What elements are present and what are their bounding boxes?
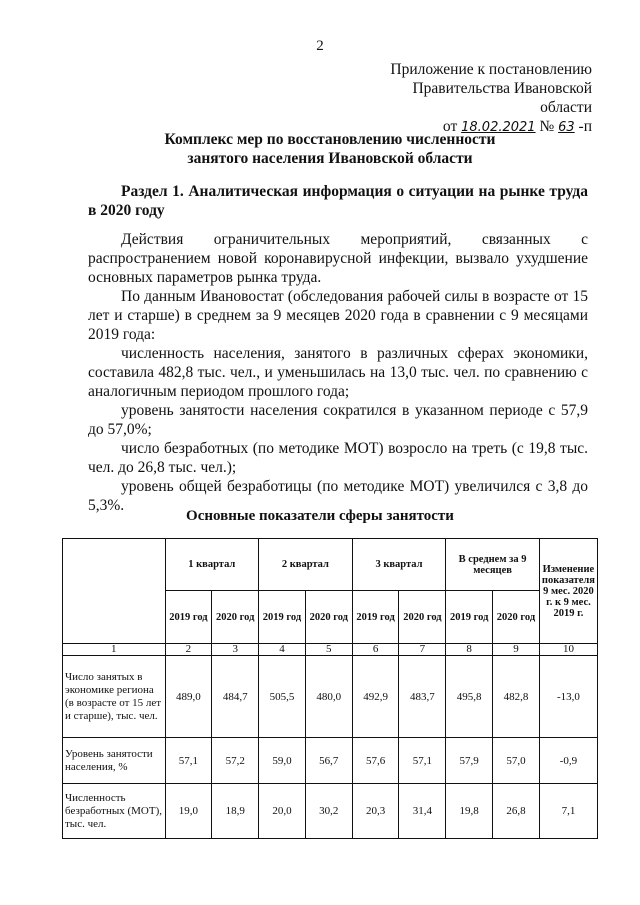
paragraph: уровень общей безработицы (по методике М… [88,478,588,514]
year-header: 2019 год [258,590,306,644]
date: 18.02.2021 [461,120,536,135]
column-index: 2 [164,643,213,656]
body-text: Действия ограничительных мероприятий, св… [88,230,588,515]
year-header: 2019 год [351,590,400,644]
paragraph: численность населения, занятого в различ… [88,345,588,400]
paragraph: число безработных (по методике МОТ) возр… [88,440,588,476]
year-header: 2020 год [304,590,353,644]
value-cell: 57,1 [398,737,447,784]
column-index: 9 [492,643,540,656]
section-heading: Раздел 1. Аналитическая информация о сит… [88,183,588,219]
value-cell: 57,6 [351,737,400,784]
value-cell: 26,8 [492,783,540,839]
paragraph: По данным Ивановостат (обследования рабо… [88,288,588,343]
suffix: -п [578,118,592,135]
value-cell: 59,0 [258,737,306,784]
column-index: 8 [445,643,494,656]
group-header: 1 квартал [164,538,260,591]
column-index: 3 [211,643,260,656]
year-header: 2020 год [398,590,447,644]
value-cell: 57,2 [211,737,260,784]
year-header: 2019 год [164,590,213,644]
column-index: 4 [258,643,306,656]
appendix-header: Приложение к постановлению Правительства… [372,60,592,137]
paragraph: Действия ограничительных мероприятий, св… [88,231,588,286]
value-cell: 57,1 [164,737,213,784]
year-header: 2020 год [492,590,540,644]
value-cell: 19,0 [164,783,213,839]
empty-header-cell [62,538,166,644]
appendix-line1: Приложение к постановлению [390,61,592,78]
value-cell: 31,4 [398,783,447,839]
value-cell: -0,9 [538,737,599,784]
group-header: 3 квартал [351,538,447,591]
change-header: Изменение показателя 9 мес. 2020 г. к 9 … [538,538,599,644]
table-row: Численность безработных (МОТ), тыс. чел.… [62,783,599,839]
title-line2: занятого населения Ивановской области [187,150,473,167]
row-label: Число занятых в экономике региона (в воз… [62,655,166,738]
column-index: 10 [538,643,599,656]
column-index: 6 [351,643,400,656]
value-cell: 30,2 [304,783,353,839]
no-label: № [539,118,555,135]
value-cell: 20,3 [351,783,400,839]
row-label: Численность безработных (МОТ), тыс. чел. [62,783,166,839]
appendix-date-line: от 18.02.2021 № 63 -п [372,117,592,137]
paragraph: уровень занятости населения сократился в… [88,402,588,438]
value-cell: 484,7 [211,655,260,738]
title-line1: Комплекс мер по восстановлению численнос… [164,131,496,148]
value-cell: 57,0 [492,737,540,784]
row-label: Уровень занятости населения, % [62,737,166,784]
page-number: 2 [316,38,324,54]
value-cell: 19,8 [445,783,494,839]
value-cell: 505,5 [258,655,306,738]
value-cell: 480,0 [304,655,353,738]
table-row: Число занятых в экономике региона (в воз… [62,655,599,738]
value-cell: 492,9 [351,655,400,738]
document-title: Комплекс мер по восстановлению численнос… [80,130,580,168]
group-header: В среднем за 9 месяцев [445,538,540,591]
column-index: 1 [62,643,166,656]
appendix-line2: Правительства Ивановской области [412,80,592,116]
table-title: Основные показатели сферы занятости [186,508,454,524]
value-cell: 18,9 [211,783,260,839]
value-cell: -13,0 [538,655,599,738]
column-index: 7 [398,643,447,656]
table-row: Уровень занятости населения, % 57,1 57,2 59… [62,737,599,784]
doc-number: 63 [558,120,575,135]
year-header: 2019 год [445,590,494,644]
year-header: 2020 год [211,590,260,644]
column-index: 5 [304,643,353,656]
value-cell: 495,8 [445,655,494,738]
value-cell: 7,1 [538,783,599,839]
value-cell: 489,0 [164,655,213,738]
value-cell: 57,9 [445,737,494,784]
value-cell: 56,7 [304,737,353,784]
employment-table: 1 квартал 2 квартал 3 квартал В среднем … [62,538,599,839]
value-cell: 482,8 [492,655,540,738]
value-cell: 483,7 [398,655,447,738]
from-label: от [442,118,458,135]
value-cell: 20,0 [258,783,306,839]
group-header: 2 квартал [258,538,353,591]
